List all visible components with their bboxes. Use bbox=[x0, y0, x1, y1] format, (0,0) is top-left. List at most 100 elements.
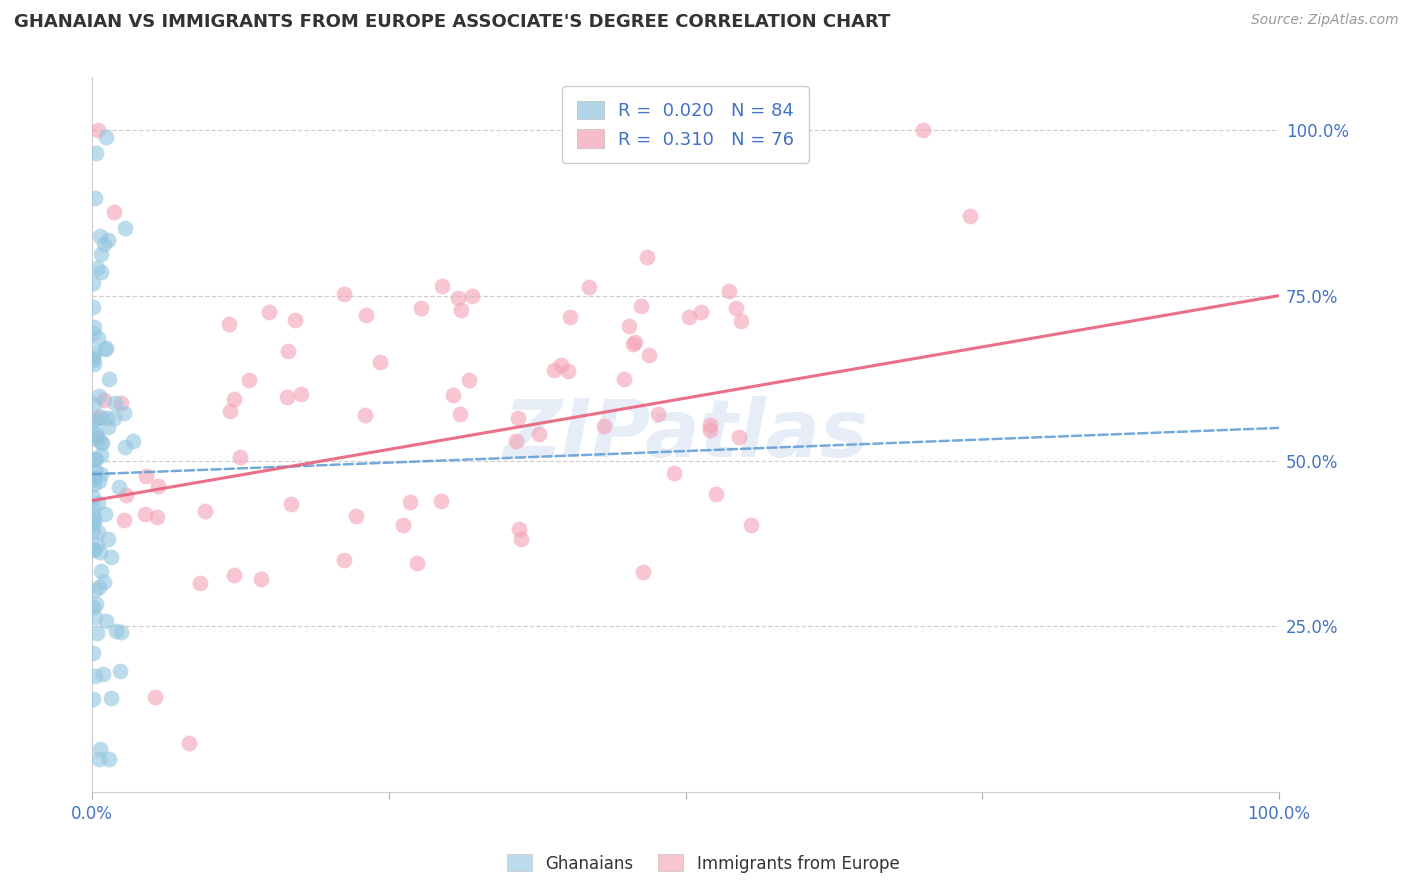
Point bbox=[430, 493, 453, 508]
Point bbox=[558, 310, 581, 325]
Point bbox=[450, 303, 472, 318]
Point bbox=[356, 308, 378, 322]
Point bbox=[636, 251, 658, 265]
Point bbox=[82, 300, 104, 314]
Point bbox=[114, 221, 136, 235]
Point bbox=[461, 288, 484, 302]
Point bbox=[391, 518, 413, 533]
Point bbox=[112, 513, 135, 527]
Point bbox=[103, 411, 125, 425]
Point bbox=[398, 495, 420, 509]
Text: Source: ZipAtlas.com: Source: ZipAtlas.com bbox=[1251, 13, 1399, 28]
Point bbox=[84, 598, 107, 612]
Point bbox=[505, 434, 527, 448]
Point bbox=[97, 532, 120, 546]
Legend: R =  0.020   N = 84, R =  0.310   N = 76: R = 0.020 N = 84, R = 0.310 N = 76 bbox=[562, 87, 808, 163]
Point bbox=[84, 669, 107, 683]
Point bbox=[83, 543, 105, 558]
Point bbox=[578, 280, 600, 294]
Point bbox=[83, 453, 105, 467]
Point bbox=[89, 474, 111, 488]
Point bbox=[105, 624, 128, 638]
Point bbox=[447, 291, 470, 305]
Point bbox=[529, 426, 551, 441]
Point bbox=[630, 299, 652, 313]
Point bbox=[557, 364, 579, 378]
Point bbox=[90, 435, 112, 450]
Point bbox=[543, 363, 565, 377]
Point bbox=[740, 517, 762, 532]
Point bbox=[613, 372, 636, 386]
Point bbox=[112, 406, 135, 420]
Point bbox=[699, 417, 721, 432]
Point bbox=[134, 507, 156, 521]
Point bbox=[135, 468, 157, 483]
Point bbox=[224, 568, 246, 582]
Text: GHANAIAN VS IMMIGRANTS FROM EUROPE ASSOCIATE'S DEGREE CORRELATION CHART: GHANAIAN VS IMMIGRANTS FROM EUROPE ASSOC… bbox=[14, 13, 890, 31]
Point bbox=[218, 317, 240, 331]
Point bbox=[730, 314, 752, 328]
Point bbox=[83, 470, 105, 484]
Point bbox=[84, 427, 107, 442]
Point bbox=[145, 510, 167, 524]
Point bbox=[238, 374, 260, 388]
Point bbox=[97, 233, 120, 247]
Point bbox=[638, 348, 661, 362]
Point bbox=[728, 430, 751, 444]
Point bbox=[344, 508, 367, 523]
Point bbox=[959, 209, 981, 223]
Point bbox=[662, 466, 685, 480]
Point bbox=[96, 130, 118, 145]
Point bbox=[277, 344, 299, 359]
Point bbox=[90, 448, 112, 462]
Point bbox=[108, 480, 131, 494]
Point bbox=[193, 503, 215, 517]
Point bbox=[222, 392, 245, 407]
Point bbox=[93, 342, 115, 356]
Point bbox=[82, 352, 104, 367]
Point bbox=[84, 427, 107, 442]
Point bbox=[86, 146, 108, 161]
Point bbox=[86, 260, 108, 275]
Point bbox=[89, 742, 111, 756]
Point bbox=[250, 572, 273, 586]
Point bbox=[91, 667, 114, 681]
Point bbox=[100, 550, 122, 565]
Point bbox=[122, 434, 145, 449]
Point bbox=[82, 500, 104, 515]
Point bbox=[146, 479, 169, 493]
Point bbox=[86, 409, 108, 424]
Point bbox=[97, 372, 120, 386]
Point bbox=[87, 580, 110, 594]
Point bbox=[332, 553, 354, 567]
Point bbox=[87, 389, 110, 403]
Point bbox=[96, 614, 118, 628]
Point bbox=[87, 331, 110, 345]
Point bbox=[284, 312, 307, 326]
Point bbox=[91, 436, 114, 450]
Point bbox=[406, 557, 429, 571]
Point bbox=[83, 451, 105, 466]
Point bbox=[177, 736, 200, 750]
Point bbox=[96, 341, 118, 355]
Point bbox=[83, 320, 105, 334]
Point bbox=[93, 507, 115, 521]
Point bbox=[276, 390, 298, 404]
Point bbox=[290, 386, 312, 401]
Point bbox=[100, 690, 122, 705]
Point bbox=[441, 388, 464, 402]
Point bbox=[93, 392, 115, 407]
Point bbox=[90, 409, 112, 424]
Point bbox=[508, 522, 530, 536]
Point bbox=[82, 472, 104, 486]
Point bbox=[631, 565, 654, 579]
Point bbox=[104, 395, 127, 409]
Point bbox=[82, 600, 104, 615]
Point bbox=[86, 432, 108, 446]
Point bbox=[89, 545, 111, 559]
Point bbox=[457, 373, 479, 387]
Point bbox=[86, 625, 108, 640]
Point bbox=[89, 751, 111, 765]
Point bbox=[87, 123, 110, 137]
Point bbox=[229, 450, 252, 464]
